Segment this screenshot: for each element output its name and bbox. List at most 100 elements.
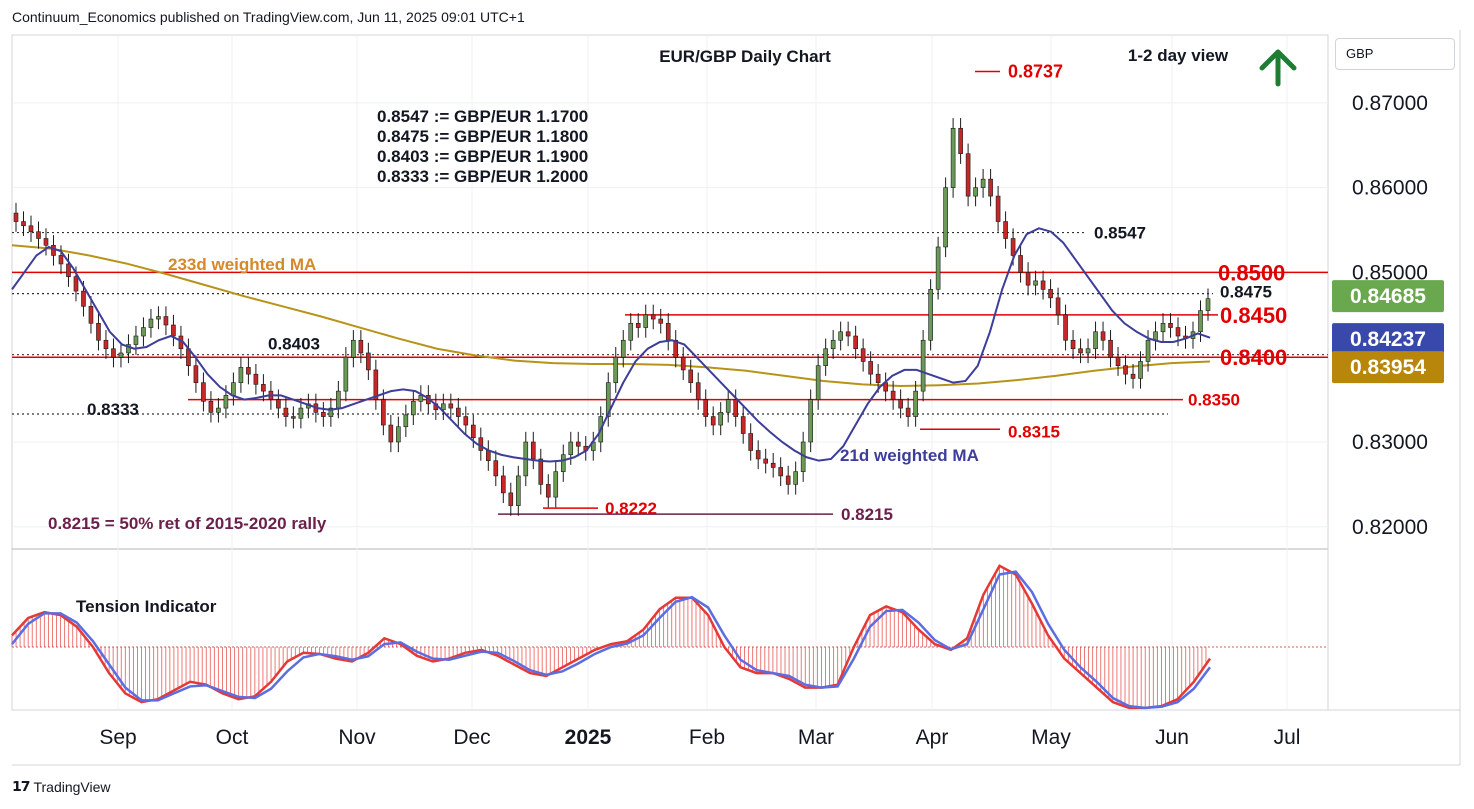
candle-body (1115, 356, 1121, 366)
candle-body (763, 458, 768, 464)
candle-body (486, 450, 491, 461)
candle-body (965, 153, 971, 197)
candle-body (838, 331, 843, 341)
candle-body (1108, 339, 1113, 358)
candle-body (920, 339, 926, 392)
candle-body (710, 416, 716, 426)
candle-body (628, 322, 634, 341)
candle-body (336, 390, 341, 409)
candle-body (1048, 289, 1053, 299)
candle-body (943, 187, 948, 248)
candle-body (208, 401, 214, 413)
candle-body (396, 426, 401, 443)
candle-body (575, 441, 581, 447)
candle-body (1168, 322, 1173, 328)
candle-body (650, 314, 656, 320)
candle-body (261, 384, 266, 392)
candle-body (1100, 331, 1106, 341)
candle-body (515, 475, 521, 506)
candle-body (58, 255, 64, 265)
candle-body (88, 306, 94, 324)
candle-body (133, 335, 139, 345)
candle-body (1205, 298, 1211, 311)
x-tick-9: Jun (1155, 726, 1189, 749)
x-tick-5: Feb (689, 726, 725, 749)
candle-body (620, 339, 626, 358)
candle-body (111, 348, 116, 358)
candle-body (845, 331, 851, 337)
candle-body (898, 399, 903, 409)
candle-body (988, 178, 993, 197)
candle-body (448, 403, 454, 409)
chart-title: EUR/GBP Daily Chart (659, 47, 831, 66)
x-tick-8: May (1031, 726, 1071, 749)
x-tick-0: Sep (99, 726, 136, 749)
candle-body (216, 407, 221, 413)
candle-body (388, 424, 394, 443)
price-badge-2 (1332, 351, 1444, 384)
price-badge-text-1: 0.84237 (1350, 328, 1426, 351)
candle-body (21, 221, 26, 227)
candle-body (1018, 255, 1023, 273)
candle-body (283, 407, 289, 417)
candle-body (1198, 310, 1203, 333)
candle-body (418, 395, 424, 402)
candle-body (1055, 297, 1061, 316)
candle-body (1025, 272, 1031, 286)
candle-body (43, 238, 49, 246)
candle-body (163, 316, 169, 326)
x-tick-10: Jul (1274, 726, 1301, 749)
y-tick-0: 0.87000 (1352, 92, 1428, 115)
candle-body (36, 231, 41, 239)
candle-body (1123, 365, 1128, 375)
candle-body (958, 127, 963, 155)
candle-body (96, 322, 101, 341)
brand-footer[interactable]: 𝟭𝟳 TradingView (12, 778, 111, 795)
candle-body (748, 433, 753, 451)
candle-body (1130, 373, 1136, 379)
candle-body (276, 399, 281, 409)
candle-body (403, 414, 409, 428)
tension-slow-line (11, 570, 1211, 710)
candle-body (950, 127, 956, 188)
candle-body (980, 178, 986, 188)
candle-body (770, 462, 776, 468)
label-0.8450: 0.8450 (1220, 303, 1287, 328)
candle-body (343, 356, 349, 392)
label-0.8737: 0.8737 (1008, 61, 1063, 81)
candle-body (1138, 361, 1143, 379)
candle-body (703, 399, 709, 417)
candle-body (733, 399, 738, 417)
candle-body (1078, 348, 1083, 354)
candle-body (1145, 339, 1151, 362)
candle-body (740, 416, 746, 434)
candle-body (238, 367, 244, 383)
label-0.8500: 0.8500 (1218, 260, 1285, 285)
candle-body (725, 399, 731, 413)
candle-body (81, 290, 86, 307)
candle-body (868, 361, 873, 375)
candle-body (665, 322, 671, 341)
candle-body (935, 246, 941, 290)
candle-body (373, 369, 379, 400)
view-label: 1-2 day view (1128, 46, 1229, 65)
candle-body (411, 401, 416, 416)
y-tick-2: 0.85000 (1352, 261, 1428, 284)
candle-body (635, 322, 641, 328)
candle-body (321, 412, 326, 417)
ma233-annotation: 233d weighted MA (168, 255, 316, 274)
x-tick-6: Mar (798, 726, 834, 749)
tradingview-logo-icon: 𝟭𝟳 (12, 778, 31, 794)
candle-body (860, 348, 866, 362)
currency-selector[interactable]: GBP (1335, 38, 1455, 70)
candle-body (118, 352, 124, 358)
candle-body (358, 339, 364, 354)
candle-body (1093, 331, 1098, 350)
label-0.8333: 0.8333 (87, 400, 139, 419)
candle-body (508, 492, 514, 506)
candle-body (643, 314, 649, 328)
candle-body (568, 441, 574, 456)
retracement-annotation: 0.8215 = 50% ret of 2015-2020 rally (48, 514, 327, 533)
candle-body (913, 390, 918, 417)
